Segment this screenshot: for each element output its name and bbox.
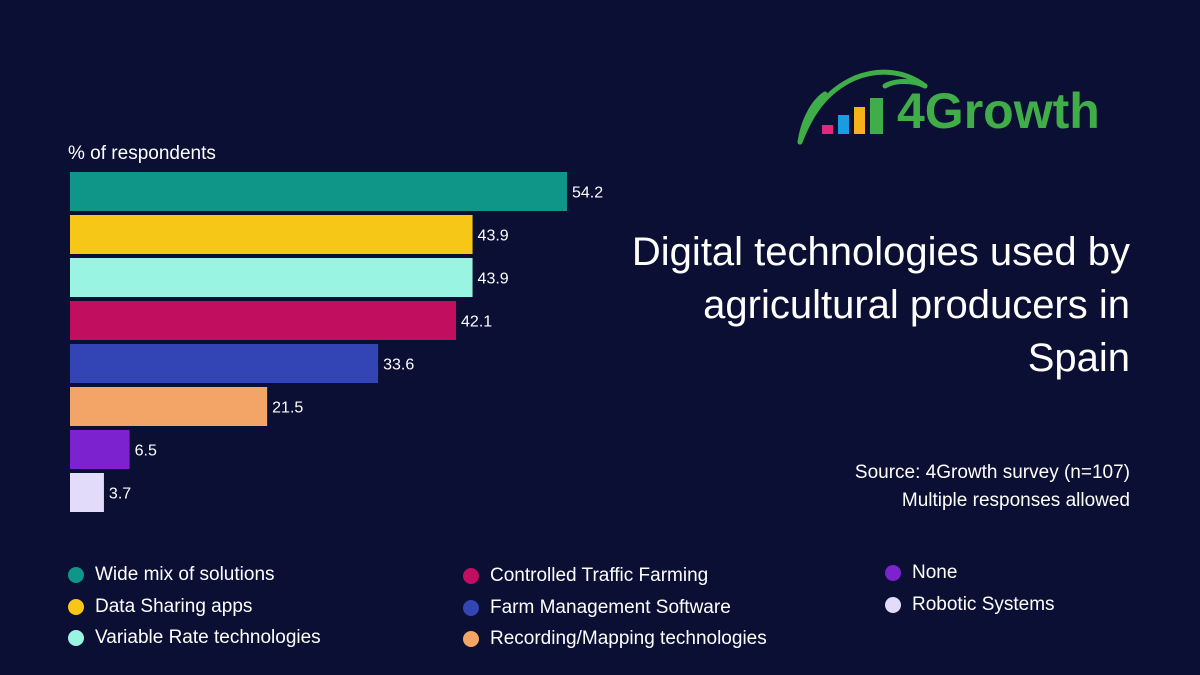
bar xyxy=(70,258,473,297)
legend-swatch xyxy=(68,567,84,583)
brand-name: 4Growth xyxy=(897,83,1100,139)
bar xyxy=(70,215,473,254)
source-line: Multiple responses allowed xyxy=(901,490,1130,511)
legend-item: Data Sharing apps xyxy=(68,596,252,618)
legend-item: Variable Rate technologies xyxy=(68,627,321,649)
bar-value-label: 42.1 xyxy=(461,314,492,331)
legend-label: Recording/Mapping technologies xyxy=(490,628,767,649)
bar xyxy=(70,301,457,340)
legend-label: Farm Management Software xyxy=(490,596,731,618)
legend-label: Robotic Systems xyxy=(912,593,1055,615)
legend-swatch xyxy=(885,596,901,613)
bar xyxy=(70,387,268,426)
legend-swatch xyxy=(463,631,479,647)
bar-value-label: 6.5 xyxy=(135,443,157,460)
legend-item: Recording/Mapping technologies xyxy=(463,628,767,650)
legend-item: None xyxy=(885,562,957,584)
legend-label: None xyxy=(912,562,958,583)
bar xyxy=(70,430,130,469)
legend-swatch xyxy=(68,598,84,615)
leaf-chart-logo-icon xyxy=(797,69,928,145)
legend-item: Controlled Traffic Farming xyxy=(463,565,708,587)
legend-label: Wide mix of solutions xyxy=(95,564,275,585)
bar xyxy=(70,344,379,383)
bar-value-label: 54.2 xyxy=(572,185,603,202)
legend-swatch xyxy=(463,599,479,616)
bar-value-label: 33.6 xyxy=(383,357,414,374)
legend-label: Controlled Traffic Farming xyxy=(490,565,709,586)
bar xyxy=(70,172,567,211)
legend-label: Variable Rate technologies xyxy=(95,627,321,648)
legend-swatch xyxy=(68,630,84,646)
y-axis-label: % of respondents xyxy=(68,143,216,164)
bar-value-label: 43.9 xyxy=(478,271,509,288)
chart-title: Digital technologies used by agricultura… xyxy=(631,230,1130,380)
legend-item: Wide mix of solutions xyxy=(68,564,275,586)
bar xyxy=(70,473,104,512)
source-line: Source: 4Growth survey (n=107) xyxy=(854,462,1130,483)
legend-item: Farm Management Software xyxy=(463,597,731,619)
legend-swatch xyxy=(885,565,901,581)
legend-swatch xyxy=(463,568,479,584)
legend-item: Robotic Systems xyxy=(885,594,1055,616)
bar-value-label: 43.9 xyxy=(478,228,509,245)
source-note: Source: 4Growth survey (n=107) Multiple … xyxy=(710,459,1130,515)
bar-value-label: 3.7 xyxy=(109,486,131,503)
legend-label: Data Sharing apps xyxy=(95,595,253,617)
bar-chart: 54.2 43.9 43.9 42.1 33.6 21.5 6.5 3.7 xyxy=(70,172,603,512)
bar-value-label: 21.5 xyxy=(272,400,303,417)
